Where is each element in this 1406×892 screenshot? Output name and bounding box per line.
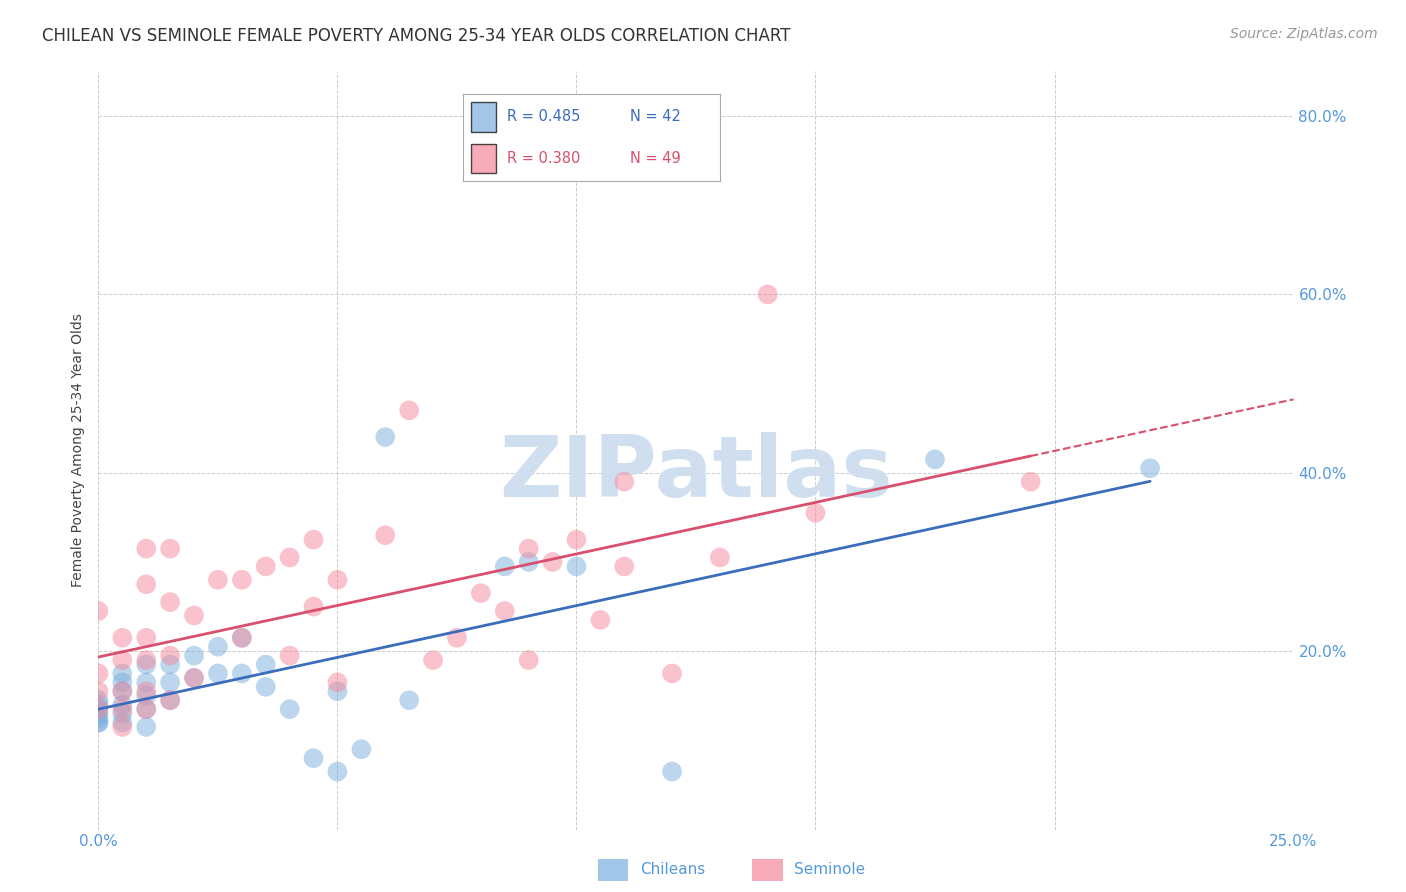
Point: [613, 559, 636, 574]
Point: [565, 559, 588, 574]
Point: [87, 715, 110, 730]
Point: [231, 631, 253, 645]
Point: [183, 608, 205, 623]
Point: [135, 631, 157, 645]
Point: [207, 640, 229, 654]
Point: [231, 573, 253, 587]
Point: [135, 657, 157, 672]
Point: [661, 666, 683, 681]
Point: [924, 452, 946, 467]
Point: [374, 528, 396, 542]
Text: CHILEAN VS SEMINOLE FEMALE POVERTY AMONG 25-34 YEAR OLDS CORRELATION CHART: CHILEAN VS SEMINOLE FEMALE POVERTY AMONG…: [42, 27, 790, 45]
Point: [709, 550, 731, 565]
Point: [135, 702, 157, 716]
Point: [398, 403, 420, 417]
Point: [302, 751, 325, 765]
Point: [326, 675, 349, 690]
Point: [207, 666, 229, 681]
Point: [111, 631, 134, 645]
Point: [111, 666, 134, 681]
Point: [135, 675, 157, 690]
Point: [135, 684, 157, 698]
Point: [589, 613, 612, 627]
Point: [111, 698, 134, 712]
Point: [183, 671, 205, 685]
Point: [87, 711, 110, 725]
Point: [135, 720, 157, 734]
Point: [1139, 461, 1161, 475]
Point: [87, 684, 110, 698]
Point: [87, 702, 110, 716]
Point: [422, 653, 444, 667]
Point: [159, 595, 181, 609]
Point: [446, 631, 468, 645]
Point: [661, 764, 683, 779]
Point: [517, 555, 540, 569]
Point: [517, 541, 540, 556]
Point: [565, 533, 588, 547]
Point: [231, 631, 253, 645]
Point: [278, 648, 301, 663]
Point: [398, 693, 420, 707]
Point: [135, 541, 157, 556]
Point: [111, 684, 134, 698]
Point: [111, 684, 134, 698]
Point: [87, 604, 110, 618]
Point: [231, 666, 253, 681]
Point: [87, 693, 110, 707]
Point: [207, 573, 229, 587]
Point: [374, 430, 396, 444]
Point: [756, 287, 779, 301]
Point: [494, 604, 516, 618]
Point: [159, 675, 181, 690]
Point: [254, 559, 277, 574]
Point: [135, 689, 157, 703]
Point: [87, 702, 110, 716]
Point: [111, 702, 134, 716]
Point: [111, 720, 134, 734]
Point: [111, 653, 134, 667]
Point: [350, 742, 373, 756]
Point: [159, 648, 181, 663]
Point: [87, 715, 110, 730]
Text: ZIPatlas: ZIPatlas: [499, 432, 893, 515]
Point: [326, 764, 349, 779]
Point: [87, 666, 110, 681]
Point: [135, 653, 157, 667]
Point: [517, 653, 540, 667]
Point: [254, 657, 277, 672]
Point: [326, 573, 349, 587]
Point: [135, 577, 157, 591]
Point: [302, 533, 325, 547]
Point: [87, 698, 110, 712]
Point: [111, 706, 134, 721]
Point: [278, 702, 301, 716]
Point: [159, 693, 181, 707]
Point: [87, 706, 110, 721]
Point: [183, 671, 205, 685]
Text: Source: ZipAtlas.com: Source: ZipAtlas.com: [1230, 27, 1378, 41]
Point: [1019, 475, 1042, 489]
Point: [183, 648, 205, 663]
Point: [254, 680, 277, 694]
Point: [326, 684, 349, 698]
Point: [159, 693, 181, 707]
Point: [541, 555, 564, 569]
Point: [494, 559, 516, 574]
Point: [159, 657, 181, 672]
Point: [111, 675, 134, 690]
Point: [804, 506, 827, 520]
Text: Seminole: Seminole: [794, 863, 866, 877]
Point: [159, 541, 181, 556]
Point: [470, 586, 492, 600]
Text: Chileans: Chileans: [640, 863, 704, 877]
Point: [278, 550, 301, 565]
Point: [111, 715, 134, 730]
Y-axis label: Female Poverty Among 25-34 Year Olds: Female Poverty Among 25-34 Year Olds: [70, 313, 84, 588]
Point: [302, 599, 325, 614]
Point: [135, 702, 157, 716]
Point: [613, 475, 636, 489]
